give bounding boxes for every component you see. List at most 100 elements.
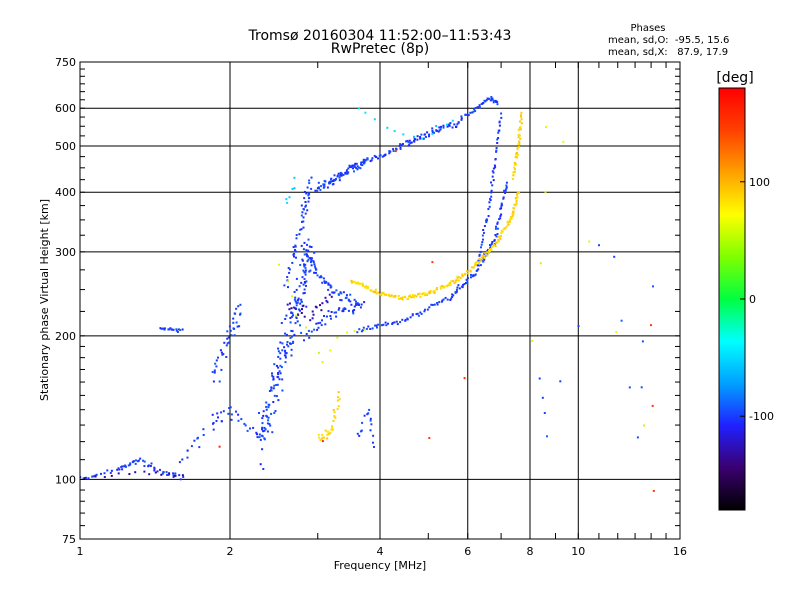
data-point (388, 294, 391, 297)
data-point (150, 462, 153, 465)
data-point (162, 471, 165, 474)
data-point (514, 163, 517, 166)
data-point (263, 429, 266, 432)
data-point (132, 460, 135, 463)
data-point (531, 339, 534, 342)
data-point (305, 284, 307, 287)
data-point (363, 414, 366, 417)
data-point (391, 321, 394, 324)
data-point (410, 296, 413, 299)
data-point (620, 319, 623, 322)
data-point (374, 155, 377, 158)
data-point (504, 189, 507, 192)
data-point (237, 305, 240, 308)
data-point (317, 181, 320, 184)
data-point (419, 136, 422, 138)
data-point (436, 303, 439, 306)
data-point (435, 125, 438, 127)
data-point (393, 130, 396, 133)
data-point (317, 326, 320, 329)
data-point (444, 296, 447, 299)
data-point (212, 380, 215, 383)
data-point (261, 422, 264, 425)
data-point (515, 202, 518, 205)
data-point (370, 423, 373, 426)
data-point (440, 125, 442, 128)
stats-x-line: mean, sd,X: 87.9, 17.9 (608, 47, 728, 58)
data-point (371, 327, 374, 330)
data-point (370, 289, 373, 292)
data-point (492, 99, 495, 102)
data-point (408, 139, 411, 142)
data-point (386, 126, 389, 129)
data-point (321, 302, 324, 305)
data-point (175, 329, 178, 332)
data-point (504, 192, 507, 194)
data-point (330, 311, 333, 313)
data-point (327, 433, 330, 435)
data-point (281, 342, 284, 345)
colorbar-tick-label: 100 (749, 176, 770, 189)
data-point (369, 328, 372, 330)
data-point (588, 240, 591, 243)
data-point (281, 389, 284, 392)
data-point (517, 133, 520, 136)
data-point (258, 433, 261, 436)
data-point (499, 217, 502, 220)
data-point (335, 289, 338, 292)
data-point (301, 276, 304, 279)
data-point (300, 228, 303, 231)
data-point (364, 159, 367, 162)
stats-o-line: mean, sd,O: -95.5, 15.6 (608, 35, 729, 46)
data-point (509, 216, 512, 219)
data-point (289, 336, 292, 339)
data-point (410, 141, 413, 144)
data-point (149, 465, 152, 467)
data-point (288, 196, 291, 199)
data-point (497, 239, 500, 242)
data-point (490, 181, 492, 184)
data-point (399, 148, 402, 150)
data-point (285, 314, 288, 317)
data-point (227, 336, 230, 339)
data-point (498, 124, 501, 127)
data-point (336, 399, 339, 402)
data-point (228, 325, 231, 328)
data-point (342, 308, 345, 311)
data-point (500, 207, 503, 210)
data-point (640, 386, 643, 389)
data-point (474, 262, 477, 265)
data-point (514, 156, 517, 159)
data-point (435, 288, 438, 291)
data-point (372, 441, 374, 444)
data-point (517, 145, 520, 148)
data-point (294, 307, 297, 310)
data-point (357, 107, 360, 110)
data-point (498, 235, 501, 238)
data-point (463, 377, 466, 380)
data-point (415, 313, 418, 316)
data-point (303, 197, 306, 200)
data-point (484, 100, 487, 102)
data-point (83, 477, 86, 480)
data-point (168, 328, 171, 331)
data-point (292, 306, 295, 309)
data-point (295, 317, 298, 319)
data-point (286, 303, 289, 306)
data-point (312, 313, 315, 316)
data-point (402, 143, 404, 145)
data-point (387, 293, 390, 296)
chart-title: Tromsø 20160304 11:52:00–11:53:43 (248, 28, 512, 44)
data-point (211, 371, 214, 373)
data-point (478, 104, 481, 107)
data-point (220, 351, 223, 354)
data-point (500, 205, 503, 208)
data-point (162, 327, 164, 330)
data-point (232, 317, 235, 320)
data-point (217, 416, 219, 419)
data-point (179, 329, 182, 331)
data-point (103, 476, 106, 478)
data-point (305, 250, 308, 253)
data-point (490, 245, 493, 248)
data-point (295, 256, 297, 259)
